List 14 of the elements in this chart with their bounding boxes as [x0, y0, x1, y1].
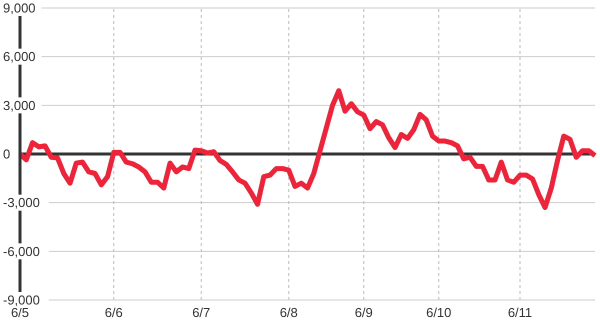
x-tick-label: 6/6 — [104, 305, 123, 320]
y-tick-label: 0 — [3, 146, 10, 162]
x-tick-label: 6/10 — [426, 305, 452, 320]
y-tick-label: -6,000 — [3, 244, 40, 259]
y-tick-label: -9,000 — [3, 292, 40, 308]
y-tick-label: -3,000 — [3, 195, 40, 210]
x-tick-label: 6/5 — [10, 305, 30, 320]
x-tick-label: 6/8 — [280, 305, 298, 320]
x-tick-label: 6/7 — [192, 305, 210, 320]
y-tick-label: 3,000 — [3, 98, 36, 113]
y-tick-label: 9,000 — [3, 0, 36, 16]
y-tick-label: 6,000 — [3, 49, 36, 64]
x-tick-label: 6/11 — [508, 305, 532, 320]
x-tick-label: 6/9 — [354, 305, 373, 320]
